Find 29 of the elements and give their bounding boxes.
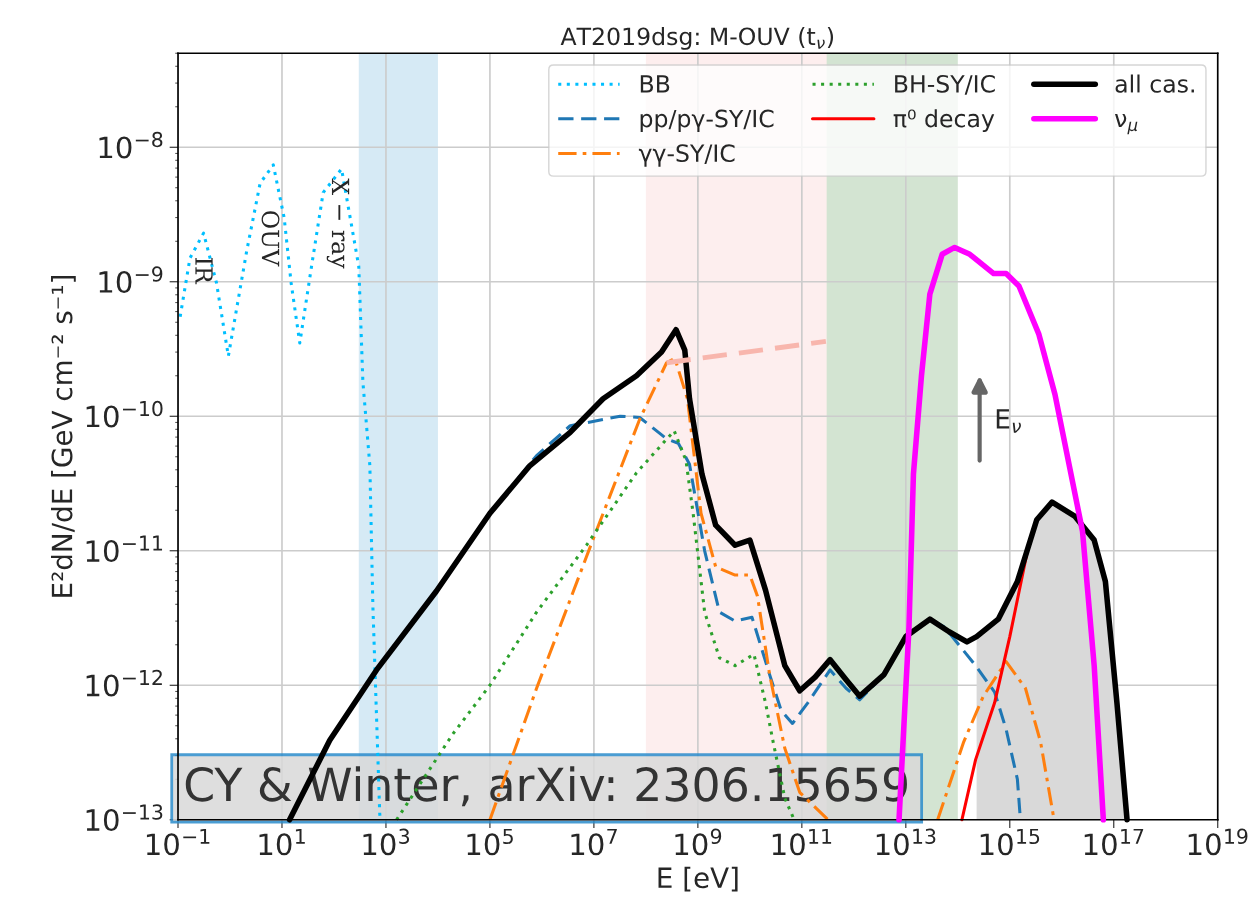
- y-tick-label: 10$^{−10}$: [86, 400, 163, 428]
- y-axis-title: E²dN/dE [GeV cm⁻² s⁻¹]: [51, 275, 76, 597]
- x-tick-label: 10$^{15}$: [980, 828, 1040, 856]
- annotation: E$_{ν}$: [996, 409, 1021, 433]
- legend-label: π⁰ decay: [893, 109, 995, 132]
- x-tick-label: 10$^{13}$: [876, 828, 936, 856]
- y-tick-label: 10$^{−9}$: [99, 266, 163, 294]
- x-tick-label: 10$^{3}$: [363, 828, 410, 856]
- x-tick-label: 10$^{17}$: [1084, 828, 1144, 856]
- legend-label: all cas.: [1115, 74, 1194, 93]
- annotation: IR: [195, 257, 213, 285]
- x-tick-label: 10$^{9}$: [675, 828, 722, 856]
- annotation: OUV: [261, 211, 280, 267]
- annotation: X − ray: [326, 178, 350, 269]
- legend-label: BB: [640, 75, 670, 93]
- x-tick-label: 10$^{7}$: [571, 828, 617, 856]
- x-tick-label: 10$^{11}$: [772, 828, 832, 856]
- y-tick-label: 10$^{−12}$: [86, 669, 162, 697]
- x-tick-label: 10$^{1}$: [259, 828, 305, 856]
- y-tick-label: 10$^{−8}$: [99, 131, 163, 159]
- x-tick-label: 10$^{19}$: [1188, 828, 1248, 856]
- legend-label: γγ-SY/IC: [638, 144, 735, 167]
- x-axis-title: E [eV]: [658, 866, 738, 892]
- legend-label: ν$_{μ}$: [1115, 114, 1138, 135]
- legend-label: BH-SY/IC: [895, 74, 995, 95]
- legend-label: pp/pγ-SY/IC: [640, 109, 774, 132]
- y-tick-label: 10$^{−11}$: [86, 535, 163, 563]
- x-tick-label: 10$^{5}$: [467, 828, 513, 856]
- chart-title: AT2019dsg: M-OUV (t$_{ν}$): [560, 26, 834, 50]
